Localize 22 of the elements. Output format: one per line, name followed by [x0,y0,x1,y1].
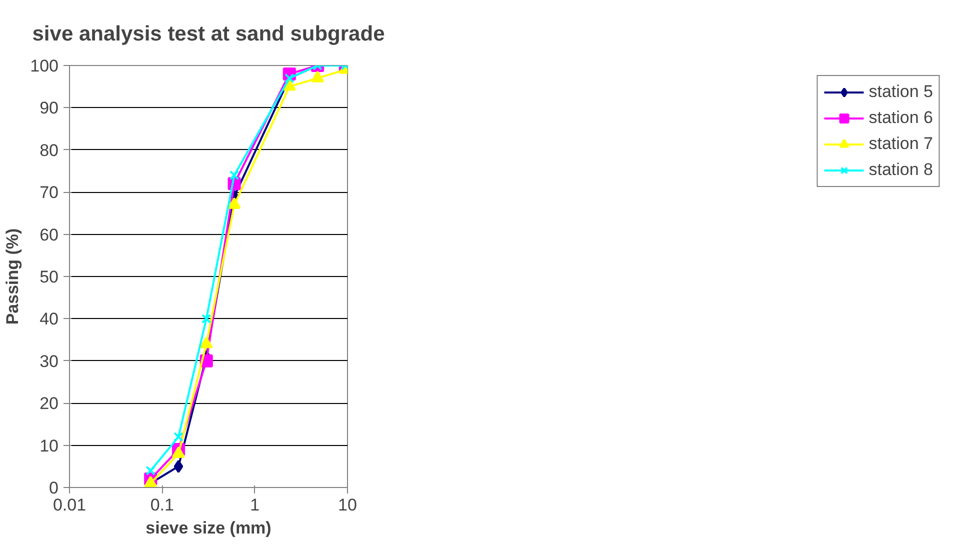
y-axis-title: Passing (%) [3,228,22,325]
x-axis-title: sieve size (mm) [146,518,272,538]
y-tick-label: 10 [40,436,59,456]
y-tick-label: 90 [40,98,59,118]
x-tick-label: 0.01 [52,496,86,514]
y-tick-label: 20 [40,394,59,414]
y-tick-label: 80 [40,140,59,160]
chart-title: sive analysis test at sand subgrade [32,22,385,46]
y-tick-label: 0 [49,478,59,498]
legend-label: station 7 [868,134,933,154]
legend-label: station 5 [868,82,933,102]
x-tick-label: 1 [250,496,260,514]
x-tick-label: 0.1 [150,496,174,514]
legend-label: station 8 [868,160,933,180]
x-tick-label: 10 [338,496,357,514]
y-tick-label: 100 [30,56,59,76]
y-tick-label: 50 [40,268,59,286]
y-tick-label: 30 [40,352,59,371]
y-tick-label: 40 [40,310,59,329]
y-tick-label: 60 [40,225,59,244]
legend-label: station 6 [868,108,933,128]
y-tick-label: 70 [40,183,59,202]
